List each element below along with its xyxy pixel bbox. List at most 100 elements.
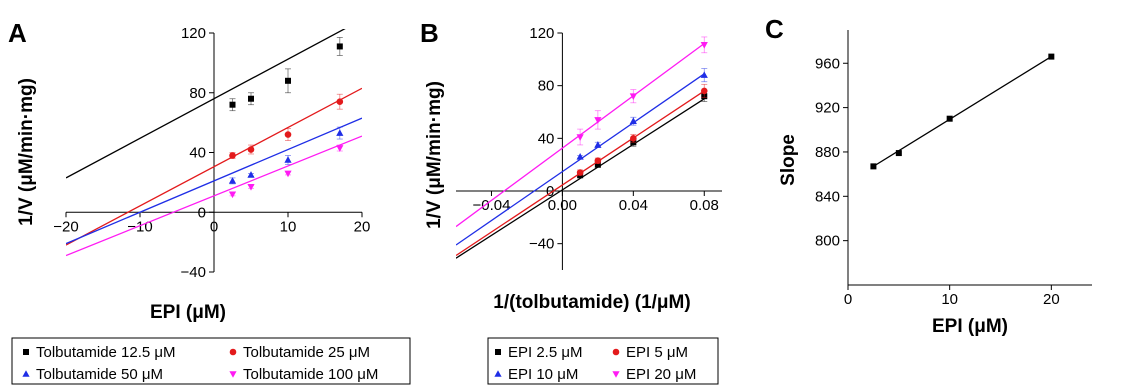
panel-b-x-tick-label: −0.04 [472,197,510,214]
panel-b-x-axis-label: 1/(tolbutamide) (1/μM) [493,292,690,313]
panel-a-label: A [8,18,27,48]
legend-b-item-4: EPI 20 μM [626,366,696,383]
panel-b-data-point [576,152,584,160]
panel-a-y-tick-label: 0 [198,204,206,221]
panel-a-x-axis-label: EPI (μM) [150,302,226,323]
panel-a-legend-box [11,337,411,385]
panel-a-fit-line [66,87,362,246]
panel-b-data-point [576,169,584,176]
panel-c-x-tick-label: 0 [844,291,852,308]
panel-b-data-point [594,161,601,168]
legend-b-marker-4 [612,371,620,378]
panel-c: C 0 10 20 800 840 880 920 960 EPI (μM) Slope [765,14,1092,337]
legend-a-item-3: Tolbutamide 50 μM [36,366,163,383]
panel-b-data-point [700,87,708,95]
legend-b-marker-2 [612,348,620,356]
panel-b-y-tick-label: −40 [529,236,554,253]
legend-a-marker-2 [229,348,237,356]
panel-c-y-tick-label: 840 [815,188,840,205]
panel-a-data-point [229,152,236,159]
panel-b-data-point [630,135,637,142]
panel-c-data-point [895,150,902,157]
legend-b-marker-3 [494,370,502,377]
legend-a-item-1: Tolbutamide 12.5 μM [36,344,176,361]
panel-a-data-point [284,170,292,178]
panel-a-data-point [285,77,291,84]
panel-b-data-point [594,157,602,165]
panel-b-x-tick-label: 0.08 [690,197,719,214]
panel-b-fit-line [456,98,705,259]
panel-a-plot: −20 −10 0 10 20 −40 0 40 80 120 [53,25,371,281]
panel-b-data-point [629,117,637,125]
panel-a-series-3 [66,117,362,245]
panel-c-data-point [946,115,953,122]
panel-b-data-point [700,42,708,49]
panel-c-data-point [870,163,877,170]
panel-a-x-tick-label: −20 [53,218,78,235]
panel-b-y-tick-label: 120 [529,25,554,42]
panel-b-series-2 [456,83,708,257]
legend-a-item-2: Tolbutamide 25 μM [243,344,370,361]
panel-a-data-point [336,145,344,152]
panel-c-label: C [765,14,784,44]
panel-c-y-tick-label: 880 [815,144,840,161]
panel-c-series-1 [870,53,1055,170]
panel-c-fit-line [873,56,1052,167]
panel-a-data-point [228,191,237,199]
panel-c-y-tick-label: 800 [815,233,840,250]
panel-c-y-tick-label: 960 [815,55,840,72]
panel-a-data-point [248,95,254,102]
panel-b-y-tick-label: 0 [546,183,554,200]
panel-a-fit-line [66,29,346,179]
panel-a-x-tick-label: 0 [210,218,218,235]
legend-b-marker-1 [495,349,501,355]
panel-b-data-point [700,71,708,78]
panel-b-data-point [594,141,602,148]
panel-c-x-tick-label: 20 [1043,291,1060,308]
legend-a-item-4: Tolbutamide 100 μM [243,366,378,383]
panel-c-data-point [1048,53,1055,60]
panel-c-x-tick-label: 10 [941,291,958,308]
panel-c-y-axis-label: Slope [778,134,799,186]
panel-a-y-tick-label: 120 [181,25,206,42]
panel-b-legend: EPI 2.5 μM EPI 5 μM EPI 10 μM EPI 20 μM [487,337,719,385]
panel-a-legend: Tolbutamide 12.5 μM Tolbutamide 25 μM To… [11,337,411,385]
panel-b-y-tick-label: 40 [538,130,555,147]
panel-b-label: B [420,18,439,48]
panel-a-series-4 [66,135,362,257]
panel-a-data-point [247,146,255,153]
panel-a-data-point [284,131,292,138]
panel-b-series-3 [456,68,708,246]
panel-a-x-tick-label: −10 [127,218,152,235]
panel-a-data-point [284,156,292,163]
panel-a-y-tick-label: 80 [189,85,206,102]
panel-b-data-point [629,93,637,100]
panel-a-fit-line [66,117,362,245]
panel-b-y-tick-label: 80 [538,78,555,95]
panel-b-x-tick-label: 0.04 [619,197,648,214]
legend-b-item-3: EPI 10 μM [508,366,578,383]
panel-c-x-axis-label: EPI (μM) [932,316,1008,337]
panel-a: A −20 −10 0 10 20 −40 0 40 80 120 EPI (μM) 1/V (μ… [8,18,370,323]
panel-c-plot: 0 10 20 800 840 880 920 960 [815,30,1092,308]
panel-b: B −0.04 0.00 0.04 0.08 −40 0 40 80 120 1/(tolbut… [420,18,722,313]
panel-a-data-point [336,43,343,50]
panel-a-x-tick-label: 20 [354,218,371,235]
legend-a-marker-4 [229,371,237,378]
panel-a-data-point [336,98,344,106]
panel-a-series-2 [66,87,362,246]
panel-c-y-tick-label: 920 [815,100,840,117]
panel-b-plot: −0.04 0.00 0.04 0.08 −40 0 40 80 120 [456,25,722,270]
legend-b-item-2: EPI 5 μM [626,344,688,361]
panel-a-x-tick-label: 10 [280,218,297,235]
panel-b-data-point [576,134,584,141]
panel-a-data-point [336,129,344,136]
legend-a-marker-1 [23,349,29,355]
legend-b-item-1: EPI 2.5 μM [508,344,583,361]
panel-b-legend-box [487,337,719,385]
panel-b-x-tick-label: 0.00 [548,197,577,214]
panel-a-y-axis-label: 1/V (μM/min·mg) [16,78,37,226]
legend-a-marker-3 [22,370,30,377]
panel-b-data-point [594,117,602,124]
panel-a-y-tick-label: −40 [181,264,206,281]
